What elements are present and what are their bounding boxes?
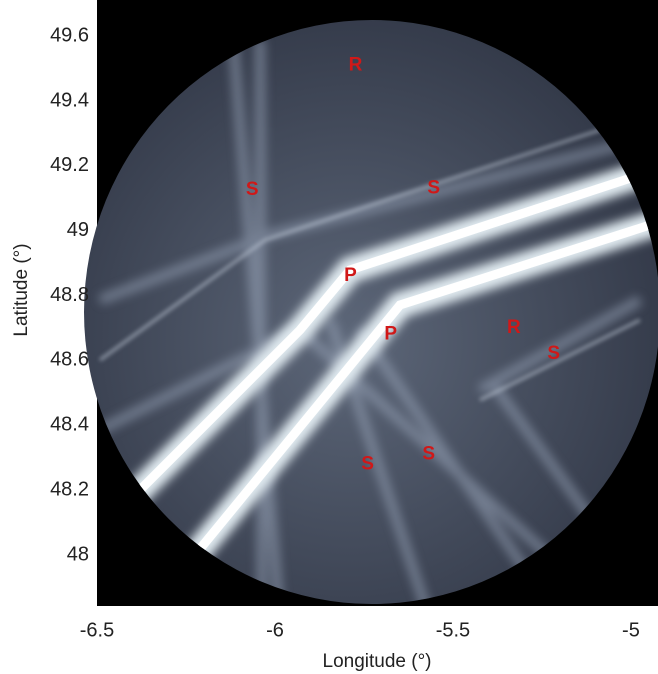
y-tick-label: 48.4 bbox=[50, 414, 89, 436]
annotation: R bbox=[349, 54, 363, 75]
y-tick-label: 48.8 bbox=[50, 284, 89, 306]
y-tick-label: 49.4 bbox=[50, 89, 89, 111]
page: {"chart_data": {"type": "density-map", "… bbox=[0, 0, 658, 674]
y-tick-label: 49.2 bbox=[50, 154, 89, 176]
annotation: P bbox=[384, 324, 397, 345]
x-tick-label: -5 bbox=[622, 619, 640, 641]
y-tick-label: 49.6 bbox=[50, 24, 89, 46]
chart: Longitude (°) Latitude (°) -6.5 -6 -5.5 -5 4… bbox=[0, 0, 658, 674]
annotation: R bbox=[507, 317, 521, 338]
x-tick-label: -6.5 bbox=[80, 619, 114, 641]
y-tick-label: 49 bbox=[67, 219, 89, 241]
y-tick-label: 48.2 bbox=[50, 478, 89, 500]
annotation: S bbox=[246, 179, 259, 200]
x-tick-label: -5.5 bbox=[436, 619, 470, 641]
x-axis-label: Longitude (°) bbox=[323, 651, 432, 672]
annotation: S bbox=[427, 178, 440, 199]
y-axis-label: Latitude (°) bbox=[11, 243, 32, 336]
y-tick-label: 48 bbox=[67, 543, 89, 565]
annotation: S bbox=[547, 343, 560, 364]
y-tick-label: 48.6 bbox=[50, 349, 89, 371]
annotation: S bbox=[361, 453, 374, 474]
annotation: P bbox=[344, 265, 357, 286]
x-tick-label: -6 bbox=[266, 619, 284, 641]
annotation: S bbox=[422, 444, 435, 465]
